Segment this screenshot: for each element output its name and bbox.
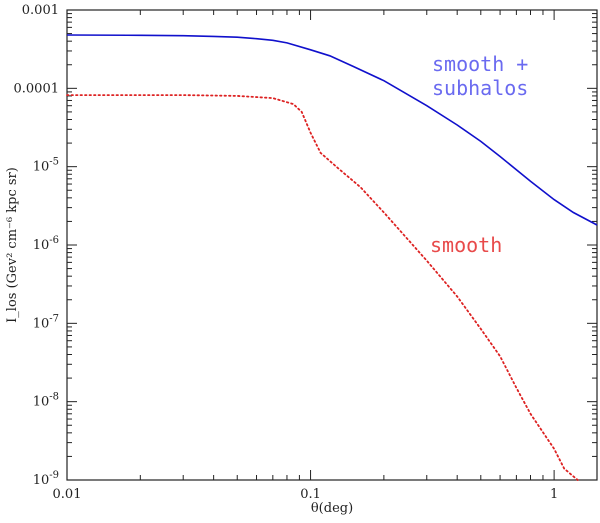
annotation-layer: smooth + subhalos smooth — [430, 52, 528, 257]
y-tick-label: 0.0001 — [14, 81, 60, 96]
y-tick-label: 10-5 — [33, 157, 59, 175]
y-tick-label: 10-8 — [33, 392, 59, 410]
series-annotation: smooth + subhalos — [432, 52, 528, 100]
x-axis-label: θ(deg) — [311, 501, 353, 516]
x-tick-label: 0.1 — [300, 487, 321, 502]
smooth-series-line — [66, 94, 579, 481]
x-tick-label: 0.01 — [53, 487, 82, 502]
major-ticks — [66, 10, 597, 481]
series-annotation: smooth — [430, 233, 502, 257]
y-tick-labels: 0.001 0.0001 10-5 10-6 10-7 10-8 10-9 — [14, 3, 60, 488]
y-tick-label: 0.001 — [22, 3, 59, 18]
y-tick-label: 10-9 — [33, 470, 59, 488]
x-tick-labels: 0.01 0.1 1 — [53, 487, 559, 502]
y-axis-label: I_los (Gev² cm⁻⁶ kpc sr) — [5, 167, 20, 323]
x-tick-label: 1 — [550, 487, 558, 502]
y-tick-label: 10-7 — [33, 313, 59, 331]
series-layer — [66, 34, 598, 481]
minor-ticks — [67, 10, 597, 480]
y-tick-label: 10-6 — [33, 235, 59, 253]
smooth-plus-subhalos-series-line — [66, 34, 598, 226]
